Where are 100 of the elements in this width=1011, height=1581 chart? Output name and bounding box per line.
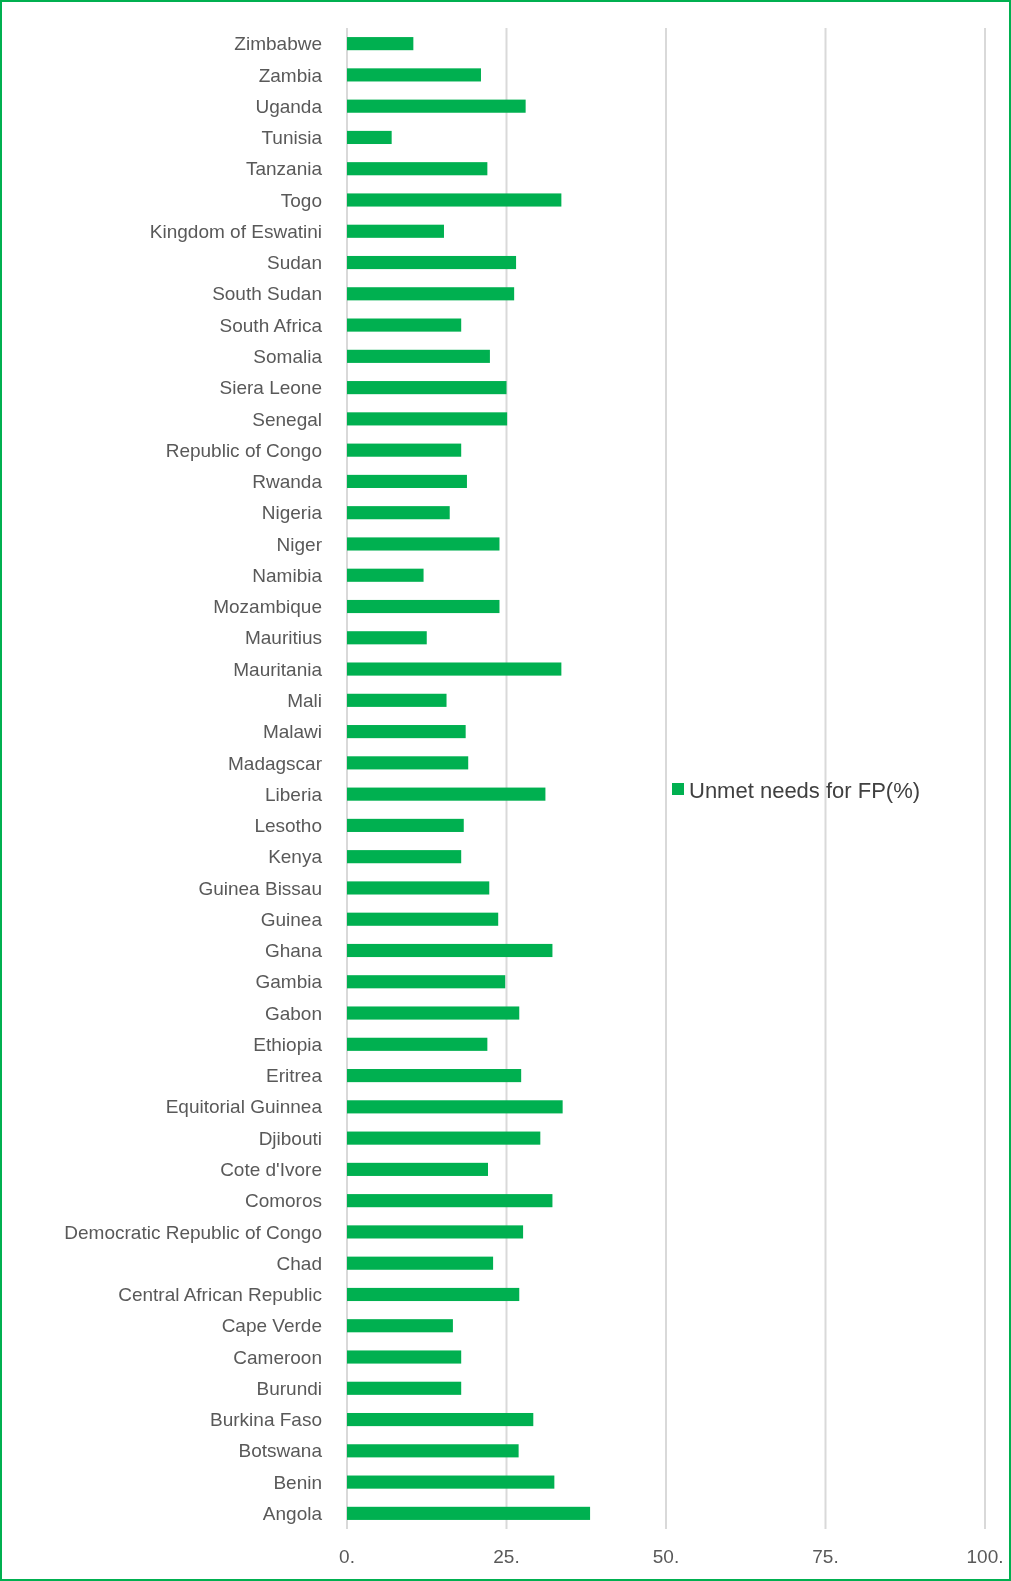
y-tick-label: Guinea: [260, 908, 323, 930]
y-tick-label: Republic of Congo: [165, 439, 322, 461]
x-tick-label: 100.: [966, 1546, 1004, 1567]
y-tick-label: Mauritania: [233, 658, 323, 680]
y-tick-label: Lesotho: [254, 815, 322, 837]
y-tick-label: Botswana: [238, 1440, 323, 1462]
bar: [347, 37, 414, 51]
bar: [347, 1194, 553, 1208]
bar: [347, 506, 450, 520]
bar: [347, 1037, 488, 1051]
bar: [347, 255, 517, 270]
bar: [347, 881, 490, 895]
bar: [347, 1350, 462, 1364]
y-tick-label: Kenya: [268, 846, 323, 868]
y-tick-label: Malawi: [262, 721, 322, 743]
bar: [347, 818, 464, 832]
bar: [347, 943, 553, 958]
bar: [347, 1412, 534, 1427]
bar: [347, 1287, 520, 1302]
y-tick-label: Cote d'Ivore: [220, 1159, 322, 1181]
bar: [347, 1225, 524, 1239]
bar: [347, 912, 499, 926]
y-tick-label: Tunisia: [261, 127, 323, 149]
bar: [347, 381, 507, 395]
y-tick-label: South Sudan: [212, 283, 322, 305]
y-tick-label: Namibia: [252, 564, 323, 586]
bar: [347, 412, 508, 426]
y-tick-label: Liberia: [264, 783, 323, 805]
bar: [347, 1256, 494, 1270]
x-tick-label: 25.: [493, 1546, 520, 1567]
bar: [347, 787, 546, 801]
bar: [347, 1100, 563, 1114]
bar: [347, 850, 462, 864]
bar: [347, 162, 488, 176]
bar: [347, 631, 427, 645]
y-tick-label: Kingdom of Eswatini: [149, 220, 322, 242]
y-tick-label: Somalia: [253, 345, 323, 367]
bar: [347, 99, 526, 113]
bar: [347, 537, 500, 551]
x-tick-label: 0.: [339, 1546, 355, 1567]
y-tick-label: Nigeria: [261, 502, 323, 524]
bar: [347, 725, 466, 739]
y-tick-label: Rwanda: [252, 471, 323, 493]
bar: [347, 756, 469, 770]
bar: [347, 318, 462, 332]
y-tick-label: Comoros: [244, 1190, 322, 1212]
y-tick-label: Mauritius: [244, 627, 322, 649]
bar: [347, 1006, 520, 1020]
y-tick-label: Eritrea: [266, 1065, 323, 1087]
bar: [347, 1444, 519, 1458]
y-tick-label: Gambia: [255, 971, 323, 993]
bar: [347, 287, 515, 301]
y-tick-label: Burkina Faso: [210, 1409, 322, 1431]
bar: [347, 568, 424, 582]
y-tick-label: Togo: [280, 189, 322, 211]
bar: [347, 1131, 541, 1145]
bar: [347, 224, 444, 238]
y-tick-label: Benin: [273, 1471, 322, 1493]
y-tick-label: Madagscar: [228, 752, 323, 774]
y-tick-label: Cape Verde: [221, 1315, 322, 1337]
y-tick-label: Guinea Bissau: [198, 877, 322, 899]
bar: [347, 474, 467, 488]
y-tick-label: Sudan: [267, 252, 322, 274]
bar: [347, 975, 506, 989]
y-tick-label: Gabon: [264, 1002, 322, 1024]
y-tick-label: Zimbabwe: [234, 33, 322, 55]
y-tick-label: Ethiopia: [253, 1033, 323, 1055]
y-tick-label: Equitorial Guinnea: [165, 1096, 323, 1118]
bar: [347, 130, 392, 145]
bar: [347, 68, 481, 82]
bar: [347, 1069, 522, 1083]
bar: [347, 1162, 488, 1176]
y-tick-label: Ghana: [264, 940, 323, 962]
legend-label: Unmet needs for FP(%): [689, 777, 921, 803]
y-tick-label: Djibouti: [258, 1127, 322, 1149]
y-tick-label: Senegal: [252, 408, 322, 430]
bar: [347, 349, 490, 363]
bar: [347, 662, 562, 676]
bar: [347, 1475, 555, 1489]
y-tick-label: Mozambique: [213, 596, 322, 618]
y-tick-label: Zambia: [258, 64, 323, 86]
y-tick-label: Tanzania: [245, 158, 323, 180]
y-tick-label: Uganda: [255, 95, 323, 117]
y-tick-label: Central African Republic: [118, 1284, 322, 1306]
y-tick-label: Niger: [276, 533, 323, 555]
x-tick-label: 50.: [652, 1546, 680, 1567]
y-tick-label: Mali: [287, 689, 322, 711]
bar: [347, 1319, 453, 1333]
bar: [347, 599, 500, 614]
y-tick-label: Democratic Republic of Congo: [64, 1221, 322, 1243]
y-tick-label: Chad: [276, 1252, 322, 1274]
bar: [347, 1506, 591, 1520]
y-tick-label: Cameroon: [233, 1346, 322, 1368]
bar: [347, 443, 462, 457]
bar: [347, 693, 447, 707]
x-tick-label: 75.: [812, 1546, 839, 1567]
y-tick-label: Siera Leone: [219, 377, 322, 399]
bar: [347, 1381, 462, 1395]
y-tick-label: Burundi: [256, 1377, 322, 1399]
y-tick-label: Angola: [262, 1503, 323, 1525]
